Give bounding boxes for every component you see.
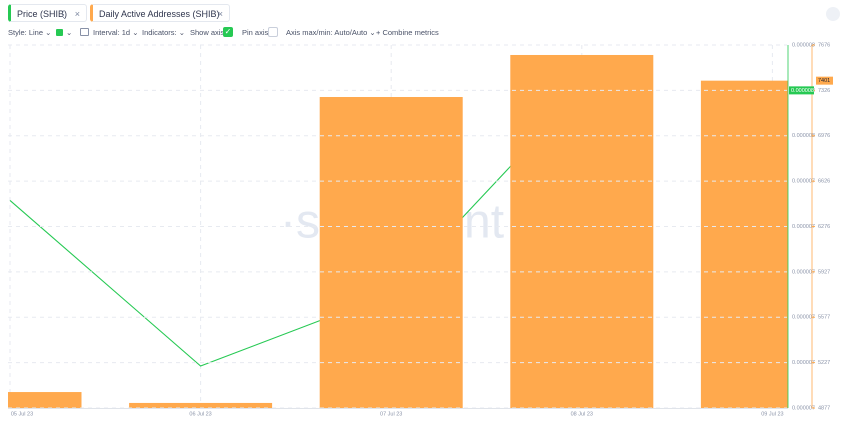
color-swatch[interactable] bbox=[56, 29, 63, 36]
y2-tick-label: 7676 bbox=[818, 42, 830, 48]
axis-select[interactable]: Axis max/min: Auto/Auto ⌄ bbox=[286, 28, 376, 37]
bar bbox=[700, 80, 788, 408]
checkbox[interactable] bbox=[268, 27, 278, 37]
label: Combine metrics bbox=[382, 28, 439, 37]
metric-name: Price (SHIB) bbox=[17, 9, 68, 19]
checkbox-checked[interactable]: ✓ bbox=[223, 27, 233, 37]
y-tick-label: 0.000007 bbox=[792, 269, 815, 275]
y-tick-label: 0.000008 bbox=[792, 133, 815, 139]
x-tick-label: 06 Jul 23 bbox=[189, 411, 211, 417]
label: Style: Line bbox=[8, 28, 44, 37]
x-tick-label: 05 Jul 23 bbox=[11, 411, 33, 417]
y2-tick-label: 5227 bbox=[818, 360, 830, 366]
menu-icon[interactable]: ⋮ bbox=[202, 9, 211, 19]
y2-tick-label: 5577 bbox=[818, 315, 830, 321]
calendar-icon[interactable] bbox=[80, 28, 89, 36]
y-tick-label: 0.000007 bbox=[792, 224, 815, 230]
close-icon[interactable]: × bbox=[217, 9, 223, 19]
current-address-badge bbox=[816, 76, 833, 85]
metric-name: Daily Active Addresses (SHIB) bbox=[99, 9, 220, 19]
x-tick-label: 09 Jul 23 bbox=[761, 411, 783, 417]
menu-icon[interactable]: ⋮ bbox=[59, 9, 68, 19]
interval-select[interactable]: Interval: 1d ⌄ bbox=[93, 28, 139, 37]
current-price-label: 0.000008 bbox=[791, 88, 814, 94]
label: Pin axis bbox=[242, 28, 269, 37]
bar bbox=[129, 402, 273, 408]
settings-icon[interactable] bbox=[826, 7, 840, 21]
label: Axis max/min: Auto/Auto bbox=[286, 28, 368, 37]
y2-tick-label: 6626 bbox=[818, 179, 830, 185]
y-tick-label: 0.000007 bbox=[792, 315, 815, 321]
chevron[interactable]: ⌄ bbox=[66, 28, 73, 37]
label: Indicators: bbox=[142, 28, 177, 37]
label: Show axis bbox=[190, 28, 225, 37]
current-price-badge bbox=[789, 86, 814, 95]
y2-tick-label: 5927 bbox=[818, 269, 830, 275]
plot-area bbox=[8, 45, 788, 409]
current-address-label: 7401 bbox=[818, 78, 830, 84]
y2-tick-label: 6976 bbox=[818, 133, 830, 139]
y2-tick-label: 6276 bbox=[818, 224, 830, 230]
bar bbox=[8, 392, 82, 408]
metric-chip[interactable]: Daily Active Addresses (SHIB) ⋮ × bbox=[90, 4, 230, 22]
show-axis[interactable]: Show axis bbox=[190, 28, 224, 38]
y-tick-label: 0.000007 bbox=[792, 405, 815, 411]
combine-metrics[interactable]: + Combine metrics bbox=[376, 28, 439, 37]
bar bbox=[319, 97, 463, 408]
x-tick-label: 07 Jul 23 bbox=[380, 411, 402, 417]
close-icon[interactable]: × bbox=[74, 9, 80, 19]
y-tick-label: 0.000008 bbox=[792, 42, 815, 48]
y-tick-label: 0.000007 bbox=[792, 179, 815, 185]
y2-tick-label: 7326 bbox=[818, 88, 830, 94]
y-tick-label: 0.000007 bbox=[792, 360, 815, 366]
price-line bbox=[9, 89, 583, 367]
label: Interval: 1d bbox=[93, 28, 131, 37]
indicators-select[interactable]: Indicators: ⌄ bbox=[142, 28, 185, 37]
pin-axis[interactable]: Pin axis bbox=[242, 28, 268, 38]
style-select[interactable]: Style: Line ⌄ bbox=[8, 28, 52, 37]
metric-chip[interactable]: Price (SHIB) ⋮ × bbox=[8, 4, 87, 22]
bar bbox=[510, 54, 654, 409]
x-tick-label: 08 Jul 23 bbox=[571, 411, 593, 417]
y2-tick-label: 4877 bbox=[818, 405, 830, 411]
